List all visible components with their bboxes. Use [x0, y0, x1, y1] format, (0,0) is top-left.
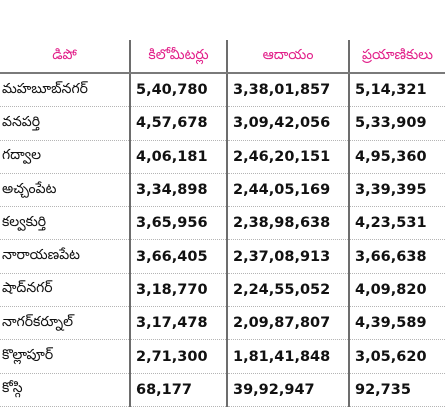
- revenue-value: 2,37,08,913: [226, 239, 349, 274]
- table-row: గద్వాల 4,06,181 2,46,20,151 4,95,360: [0, 140, 445, 174]
- table-row: నారాయణపేట 3,66,405 2,37,08,913 3,66,638: [0, 239, 445, 274]
- revenue-value: 2,24,55,052: [226, 273, 349, 308]
- kilometers-value: 2,71,300: [129, 339, 227, 374]
- passengers-value: 4,23,531: [348, 206, 445, 241]
- passengers-value: 92,735: [348, 373, 445, 407]
- passengers-value: 4,95,360: [348, 140, 445, 174]
- depot-name: కొల్లాపూర్: [0, 339, 130, 374]
- table-row: మహబూబ్‌నగర్ 5,40,780 3,38,01,857 5,14,32…: [0, 73, 445, 108]
- kilometers-value: 4,06,181: [129, 140, 227, 174]
- passengers-value: 3,39,395: [348, 173, 445, 208]
- header-row: డిపో కిలోమీటర్లు ఆదాయం ప్రయాణికులు: [0, 40, 445, 74]
- passengers-value: 3,05,620: [348, 339, 445, 374]
- depot-name: కల్వకుర్తి: [0, 206, 130, 241]
- kilometers-value: 68,177: [129, 373, 227, 407]
- depot-name: మహబూబ్‌నగర్: [0, 73, 130, 108]
- table-row: షాద్‌నగర్ 3,18,770 2,24,55,052 4,09,820: [0, 273, 445, 308]
- depot-stats-table: డిపో కిలోమీటర్లు ఆదాయం ప్రయాణికులు మహబూబ…: [0, 40, 445, 407]
- passengers-value: 5,33,909: [348, 106, 445, 141]
- kilometers-value: 5,40,780: [129, 73, 227, 108]
- header-depot: డిపో: [0, 40, 130, 74]
- kilometers-value: 3,66,405: [129, 239, 227, 274]
- depot-name: వనపర్తి: [0, 106, 130, 141]
- depot-name: గద్వాల: [0, 140, 130, 174]
- depot-name: షాద్‌నగర్: [0, 273, 130, 308]
- table-row: వనపర్తి 4,57,678 3,09,42,056 5,33,909: [0, 106, 445, 141]
- revenue-value: 2,44,05,169: [226, 173, 349, 208]
- header-revenue: ఆదాయం: [226, 40, 349, 74]
- kilometers-value: 3,17,478: [129, 306, 227, 341]
- revenue-value: 2,09,87,807: [226, 306, 349, 341]
- header-kilometers: కిలోమీటర్లు: [129, 40, 227, 74]
- table-row: నాగర్‌కర్నూల్ 3,17,478 2,09,87,807 4,39,…: [0, 306, 445, 341]
- kilometers-value: 3,65,956: [129, 206, 227, 241]
- revenue-value: 3,38,01,857: [226, 73, 349, 108]
- kilometers-value: 3,34,898: [129, 173, 227, 208]
- passengers-value: 4,09,820: [348, 273, 445, 308]
- depot-name: కోస్గి: [0, 373, 130, 407]
- revenue-value: 1,81,41,848: [226, 339, 349, 374]
- table-row: అచ్చంపేట 3,34,898 2,44,05,169 3,39,395: [0, 173, 445, 208]
- depot-name: అచ్చంపేట: [0, 173, 130, 208]
- kilometers-value: 4,57,678: [129, 106, 227, 141]
- kilometers-value: 3,18,770: [129, 273, 227, 308]
- passengers-value: 5,14,321: [348, 73, 445, 108]
- passengers-value: 4,39,589: [348, 306, 445, 341]
- depot-name: నాగర్‌కర్నూల్: [0, 306, 130, 341]
- passengers-value: 3,66,638: [348, 239, 445, 274]
- table-row: కల్వకుర్తి 3,65,956 2,38,98,638 4,23,531: [0, 206, 445, 241]
- revenue-value: 3,09,42,056: [226, 106, 349, 141]
- table-row: కొల్లాపూర్ 2,71,300 1,81,41,848 3,05,620: [0, 339, 445, 374]
- revenue-value: 2,46,20,151: [226, 140, 349, 174]
- depot-stats-table-container: డిపో కిలోమీటర్లు ఆదాయం ప్రయాణికులు మహబూబ…: [0, 40, 445, 407]
- revenue-value: 39,92,947: [226, 373, 349, 407]
- table-row: కోస్గి 68,177 39,92,947 92,735: [0, 373, 445, 407]
- header-passengers: ప్రయాణికులు: [348, 40, 445, 74]
- depot-name: నారాయణపేట: [0, 239, 130, 274]
- revenue-value: 2,38,98,638: [226, 206, 349, 241]
